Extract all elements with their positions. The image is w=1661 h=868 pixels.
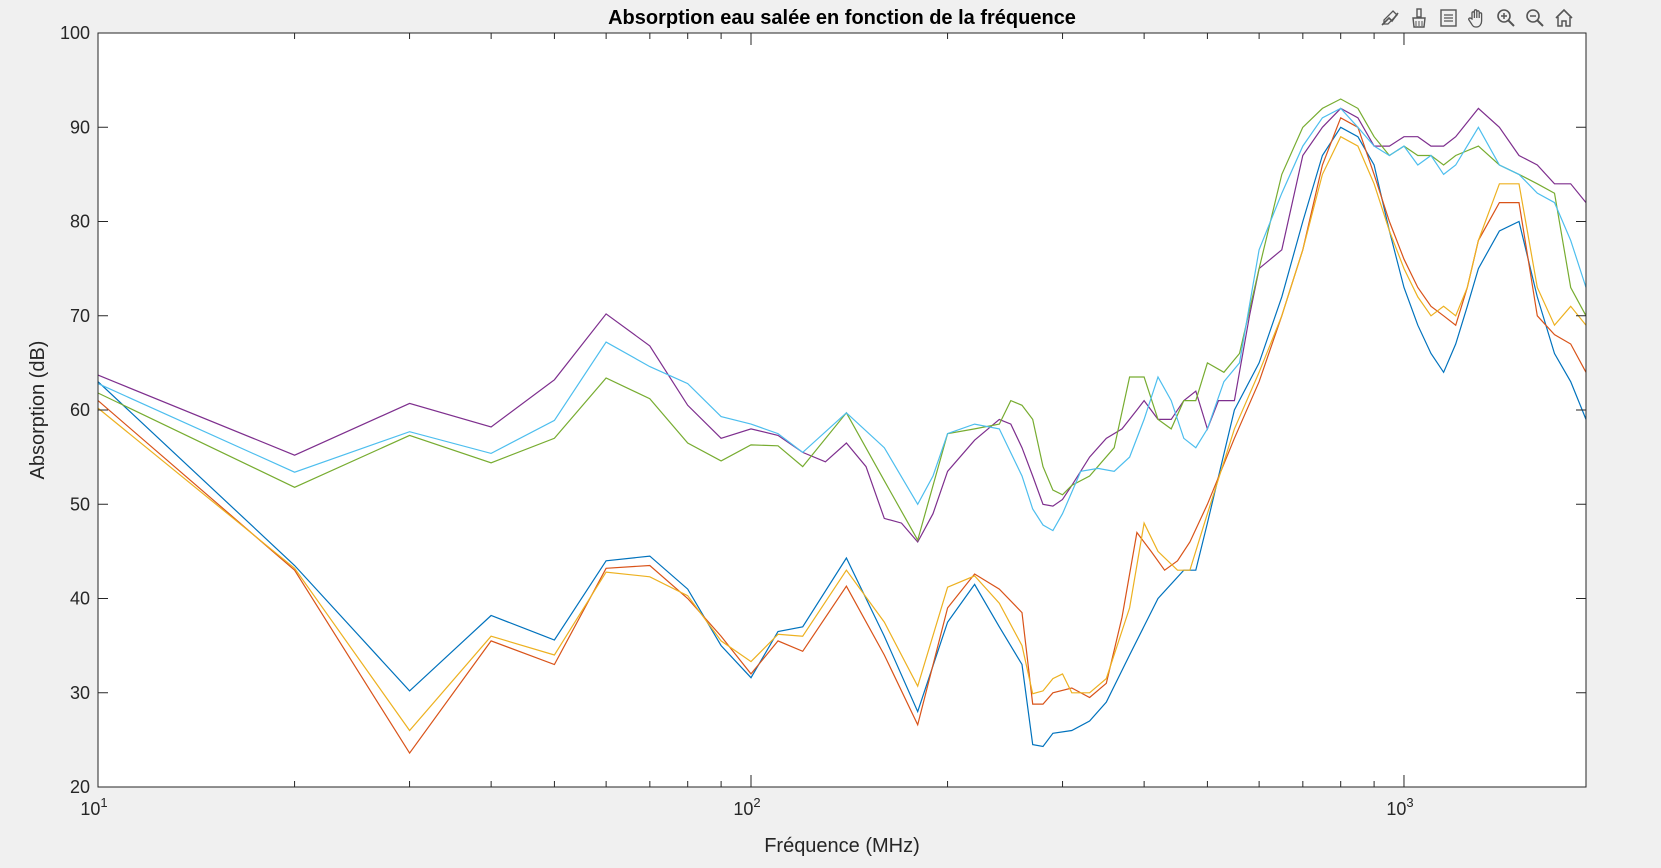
plot-area xyxy=(98,33,1586,787)
y-tick-label: 30 xyxy=(70,683,90,703)
brush-button[interactable] xyxy=(1405,5,1432,32)
x-tick-label: 103 xyxy=(1386,795,1413,819)
edit-plot-button[interactable] xyxy=(1376,5,1403,32)
y-tick-label: 20 xyxy=(70,777,90,797)
pan-hand-icon xyxy=(1467,9,1482,28)
brush-icon xyxy=(1411,8,1426,28)
zoom-out-icon xyxy=(1525,9,1544,27)
axes-toolbar xyxy=(1376,3,1577,33)
pan-button[interactable] xyxy=(1463,5,1490,32)
tick-layer: 20 30 40 50 60 70 80 90 100 101 102 103 xyxy=(60,23,1586,819)
home-button[interactable] xyxy=(1550,5,1577,32)
y-tick-label: 60 xyxy=(70,400,90,420)
zoom-in-button[interactable] xyxy=(1492,5,1519,32)
series-layer xyxy=(97,98,1587,755)
y-tick-label: 100 xyxy=(60,23,90,43)
series-line-2 xyxy=(97,116,1587,755)
zoom-in-icon xyxy=(1496,9,1515,27)
series-line-1 xyxy=(97,126,1587,748)
series-line-4 xyxy=(97,107,1587,544)
y-tick-label: 80 xyxy=(70,212,90,232)
y-tick-label: 70 xyxy=(70,306,90,326)
y-tick-label: 50 xyxy=(70,494,90,514)
y-tick-label: 90 xyxy=(70,117,90,137)
y-tick-label: 40 xyxy=(70,589,90,609)
x-axis-label: Fréquence (MHz) xyxy=(764,835,920,857)
legend-icon xyxy=(1439,9,1457,27)
series-line-3 xyxy=(97,135,1587,732)
series-line-6 xyxy=(97,107,1587,532)
home-icon xyxy=(1554,8,1573,27)
series-line-5 xyxy=(97,98,1587,542)
zoom-out-button[interactable] xyxy=(1521,5,1548,32)
edit-plot-icon xyxy=(1380,10,1399,26)
chart-title: Absorption eau salée en fonction de la f… xyxy=(608,7,1076,29)
x-tick-label: 102 xyxy=(733,795,760,819)
x-tick-label: 101 xyxy=(80,795,107,819)
y-axis-label: Absorption (dB) xyxy=(27,341,49,480)
legend-button[interactable] xyxy=(1434,5,1461,32)
